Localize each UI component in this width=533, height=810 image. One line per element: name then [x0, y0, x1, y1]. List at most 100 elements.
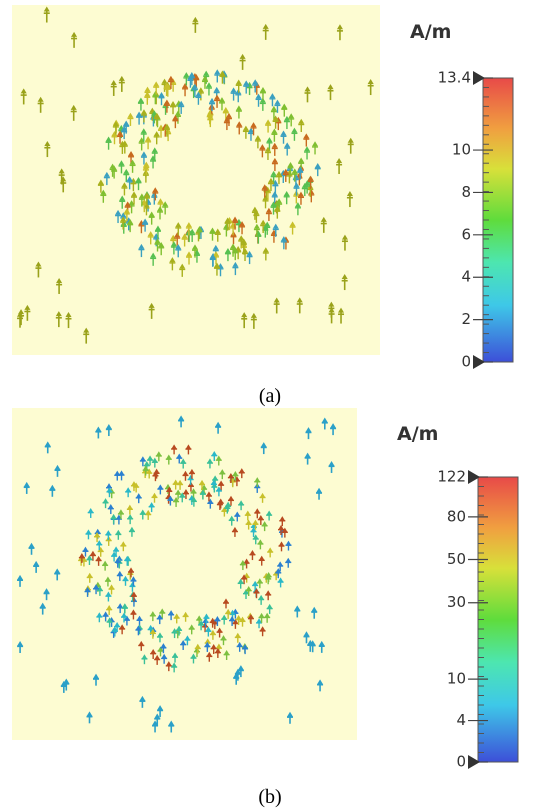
arrow	[151, 492, 158, 498]
arrow	[172, 652, 179, 658]
arrow	[20, 88, 27, 94]
arrow	[260, 442, 267, 448]
arrow	[105, 136, 112, 142]
tick-label: 0	[456, 753, 466, 771]
arrow	[117, 603, 124, 609]
arrow	[174, 110, 181, 116]
arrow	[70, 104, 77, 110]
arrow	[153, 468, 160, 474]
arrow	[223, 116, 230, 122]
arrow	[321, 417, 328, 423]
arrow	[178, 100, 185, 106]
arrow	[267, 547, 274, 553]
arrow	[304, 452, 311, 458]
arrow	[250, 312, 257, 318]
arrow	[272, 115, 279, 121]
arrow	[243, 589, 250, 595]
arrow	[49, 484, 56, 490]
arrow	[163, 99, 170, 105]
arrow	[171, 444, 178, 450]
arrow	[210, 643, 217, 649]
arrow	[336, 158, 343, 164]
arrow	[225, 112, 232, 118]
arrow	[155, 451, 162, 457]
arrow	[316, 487, 323, 493]
arrow	[54, 464, 61, 470]
arrow	[129, 159, 136, 165]
arrow	[328, 307, 335, 313]
arrow	[330, 423, 337, 429]
arrow	[156, 206, 163, 212]
arrow	[43, 6, 50, 12]
arrow	[124, 201, 131, 207]
arrow	[317, 679, 324, 685]
arrow	[259, 626, 266, 632]
arrow	[181, 233, 188, 239]
arrow	[219, 70, 226, 76]
tick-label: 30	[447, 593, 466, 611]
arrow	[104, 576, 111, 582]
arrow	[297, 166, 304, 172]
arrow	[128, 200, 135, 206]
arrow	[95, 426, 102, 432]
arrow	[229, 615, 236, 621]
arrow	[115, 209, 122, 215]
arrow	[71, 31, 78, 37]
arrow	[237, 665, 244, 671]
arrow	[209, 227, 216, 233]
arrow	[114, 557, 121, 563]
arrow	[108, 584, 115, 590]
arrow	[191, 83, 198, 89]
arrow	[131, 191, 138, 197]
arrow	[114, 622, 121, 628]
arrow	[242, 644, 249, 650]
arrow	[173, 496, 180, 502]
arrow	[252, 79, 259, 85]
arrow	[148, 302, 155, 308]
arrow	[180, 458, 187, 464]
arrow	[188, 468, 195, 474]
arrow	[274, 99, 281, 105]
arrow	[165, 454, 172, 460]
arrow	[128, 567, 135, 573]
arrow	[230, 243, 237, 249]
arrow	[224, 247, 231, 253]
arrow	[246, 250, 253, 256]
arrow	[239, 616, 246, 622]
arrow	[143, 161, 150, 167]
caption: (a)	[259, 385, 281, 407]
arrow	[190, 653, 197, 659]
arrow	[211, 619, 218, 625]
arrow	[258, 612, 265, 618]
arrow	[250, 122, 257, 128]
arrow	[105, 591, 112, 597]
arrow	[270, 170, 277, 176]
arrow	[152, 187, 159, 193]
tick-label: 0	[461, 353, 471, 371]
arrow	[128, 526, 135, 532]
arrow	[118, 75, 125, 81]
arrow	[231, 526, 238, 532]
arrow	[275, 568, 282, 574]
arrow	[157, 198, 164, 204]
arrow	[277, 561, 284, 567]
arrow	[166, 486, 173, 492]
arrow	[196, 225, 203, 231]
tick-label: 8	[461, 183, 471, 201]
arrow	[223, 598, 230, 604]
arrow	[176, 453, 183, 459]
tick-label: 4	[461, 268, 471, 286]
arrow	[311, 606, 318, 612]
arrow	[158, 242, 165, 248]
arrow	[176, 625, 183, 631]
arrow	[123, 208, 130, 214]
arrow	[157, 705, 164, 711]
arrow	[197, 87, 204, 93]
arrow	[238, 468, 245, 474]
arrow	[320, 216, 327, 222]
arrow	[232, 261, 239, 267]
arrow	[212, 475, 219, 481]
arrow	[148, 211, 155, 217]
arrow	[283, 115, 290, 121]
